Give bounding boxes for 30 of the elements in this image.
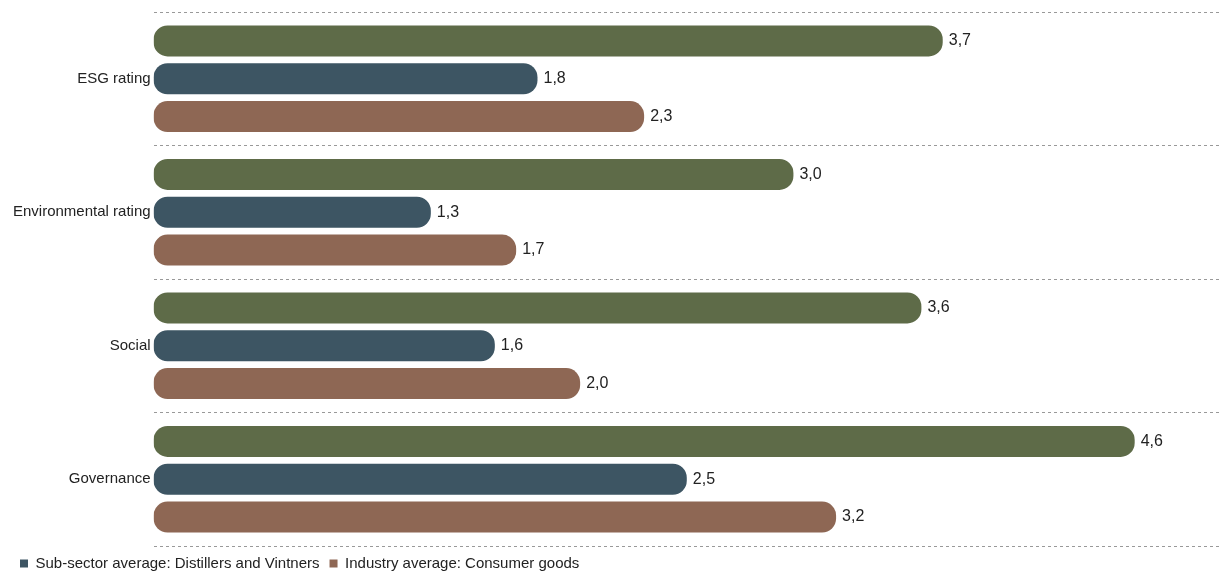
data-label: 1,7 [522, 240, 545, 258]
data-label: 4,6 [1140, 431, 1164, 449]
data-label: 1,3 [436, 202, 460, 220]
data-label: 3,0 [799, 164, 822, 182]
bar [153, 101, 645, 133]
data-label: 3,6 [927, 298, 950, 316]
y-tick-label: ESG rating [77, 68, 151, 86]
y-tick-label: Environmental rating [12, 202, 151, 220]
data-label: 2,0 [586, 373, 609, 391]
bar [153, 292, 922, 324]
bar [153, 368, 581, 400]
legend-label: Industry average: Consumer goods [345, 553, 580, 571]
data-label: 1,8 [543, 69, 566, 87]
y-tick-label: Social [109, 335, 151, 353]
bar [153, 234, 517, 266]
data-label: 3,2 [842, 507, 865, 525]
bar [153, 425, 1135, 457]
data-label: 3,7 [948, 31, 972, 49]
bar [153, 330, 495, 362]
data-label: 1,6 [500, 336, 524, 354]
legend-label: Sub-sector average: Distillers and Vintners [35, 553, 320, 571]
data-label: 2,5 [692, 469, 716, 487]
bar [153, 158, 794, 190]
y-tick-label: Governance [68, 469, 151, 487]
data-label: 2,3 [650, 106, 673, 124]
bar [153, 63, 538, 95]
bar [153, 25, 943, 57]
bar [153, 463, 687, 495]
bar [153, 501, 837, 533]
bar [153, 196, 431, 228]
